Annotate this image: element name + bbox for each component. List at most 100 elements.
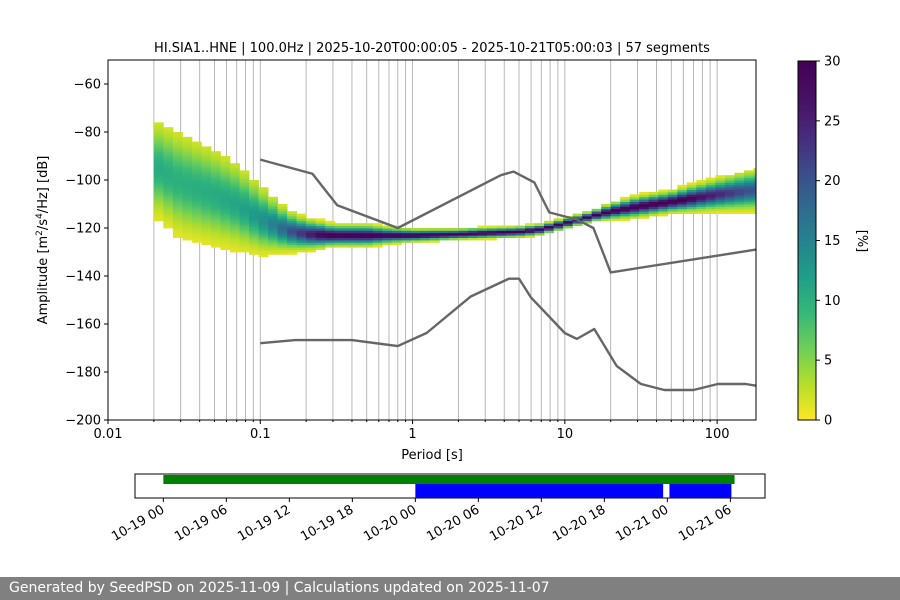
- heatmap-cell: [658, 199, 669, 202]
- heatmap-cell: [163, 218, 174, 222]
- heatmap-cell: [277, 204, 288, 207]
- heatmap-cell: [239, 228, 250, 231]
- heatmap-cell: [296, 220, 307, 224]
- heatmap-cell: [249, 237, 259, 241]
- heatmap-cell: [382, 230, 393, 234]
- heatmap-cell: [296, 240, 307, 243]
- heatmap-cell: [306, 230, 317, 234]
- heatmap-cell: [191, 216, 202, 219]
- heatmap-cell: [334, 228, 345, 231]
- heatmap-cell: [743, 189, 754, 193]
- heatmap-cell: [553, 220, 564, 224]
- heatmap-cell: [658, 213, 669, 217]
- heatmap-cell: [753, 208, 757, 212]
- heatmap-cell: [172, 132, 183, 135]
- heatmap-cell: [753, 182, 757, 186]
- heatmap-cell: [705, 199, 716, 202]
- heatmap-cell: [410, 240, 421, 243]
- heatmap-cell: [591, 208, 602, 212]
- heatmap-cell: [696, 194, 707, 198]
- heatmap-cell: [743, 194, 754, 198]
- heatmap-cell: [296, 223, 307, 226]
- heatmap-cell: [163, 172, 174, 176]
- heatmap-cell: [696, 211, 707, 214]
- heatmap-cell: [220, 192, 231, 195]
- heatmap-cell: [743, 175, 754, 178]
- heatmap-cell: [268, 228, 278, 231]
- heatmap-cell: [629, 199, 640, 202]
- x-tick-label: 100: [705, 427, 730, 442]
- heatmap-cell: [258, 225, 269, 229]
- heatmap-cell: [163, 168, 174, 171]
- heatmap-cell: [753, 180, 757, 183]
- heatmap-cell: [229, 208, 240, 212]
- heatmap-cell: [525, 223, 535, 226]
- heatmap-cell: [553, 223, 564, 226]
- heatmap-cell: [677, 206, 688, 210]
- heatmap-cell: [563, 218, 574, 222]
- heatmap-cell: [220, 199, 231, 202]
- heatmap-cell: [315, 242, 326, 246]
- heatmap-cell: [220, 158, 231, 162]
- heatmap-cell: [277, 237, 288, 241]
- heatmap-cell: [601, 206, 612, 210]
- heatmap-cell: [382, 225, 393, 229]
- heatmap-cell: [496, 225, 507, 229]
- heatmap-cell: [525, 228, 535, 231]
- heatmap-cell: [429, 230, 440, 234]
- heatmap-cell: [315, 235, 326, 238]
- heatmap-cell: [153, 194, 164, 198]
- heatmap-cell: [639, 213, 650, 217]
- heatmap-cell: [639, 211, 650, 214]
- heatmap-cell: [191, 168, 202, 171]
- heatmap-cell: [582, 211, 593, 214]
- heatmap-cell: [191, 187, 202, 190]
- heatmap-cell: [439, 235, 450, 238]
- heatmap-cell: [705, 184, 716, 188]
- heatmap-cell: [629, 216, 640, 219]
- heatmap-cell: [306, 235, 317, 238]
- heatmap-cell: [705, 196, 716, 200]
- heatmap-cell: [268, 252, 278, 255]
- heatmap-cell: [315, 230, 326, 234]
- heatmap-cell: [686, 182, 697, 186]
- heatmap-cell: [620, 218, 631, 222]
- heatmap-cell: [734, 172, 745, 176]
- heatmap-cell: [182, 151, 193, 154]
- timeline-bars: [163, 475, 735, 498]
- colorbar-label: [%]: [854, 230, 869, 253]
- heatmap-cell: [210, 163, 221, 166]
- heatmap-cell: [258, 240, 269, 243]
- heatmap-cell: [249, 204, 259, 207]
- heatmap-cell: [191, 175, 202, 178]
- heatmap-cell: [182, 172, 193, 176]
- heatmap-cell: [258, 232, 269, 236]
- heatmap-cell: [705, 194, 716, 198]
- heatmap-cell: [629, 201, 640, 205]
- heatmap-cell: [287, 216, 298, 219]
- heatmap-cell: [277, 242, 288, 246]
- heatmap-cell: [334, 230, 345, 234]
- heatmap-cell: [268, 247, 278, 250]
- heatmap-cell: [172, 151, 183, 154]
- heatmap-cell: [363, 235, 374, 238]
- heatmap-cell: [201, 172, 212, 176]
- heatmap-cell: [629, 196, 640, 200]
- heatmap-cell: [734, 206, 745, 210]
- heatmap-cell: [620, 211, 631, 214]
- heatmap-cell: [258, 247, 269, 250]
- heatmap-cell: [277, 218, 288, 222]
- heatmap-cell: [401, 240, 412, 243]
- heatmap-cell: [191, 182, 202, 186]
- heatmap-cell: [191, 223, 202, 226]
- heatmap-cell: [220, 156, 231, 159]
- heatmap-cell: [486, 232, 497, 236]
- heatmap-cell: [182, 206, 193, 210]
- heatmap-cell: [182, 175, 193, 178]
- heatmap-cell: [277, 252, 288, 255]
- heatmap-cell: [249, 216, 259, 219]
- heatmap-cell: [182, 158, 193, 162]
- heatmap-cell: [210, 228, 221, 231]
- heatmap-cell: [667, 201, 678, 205]
- heatmap-cell: [172, 201, 183, 205]
